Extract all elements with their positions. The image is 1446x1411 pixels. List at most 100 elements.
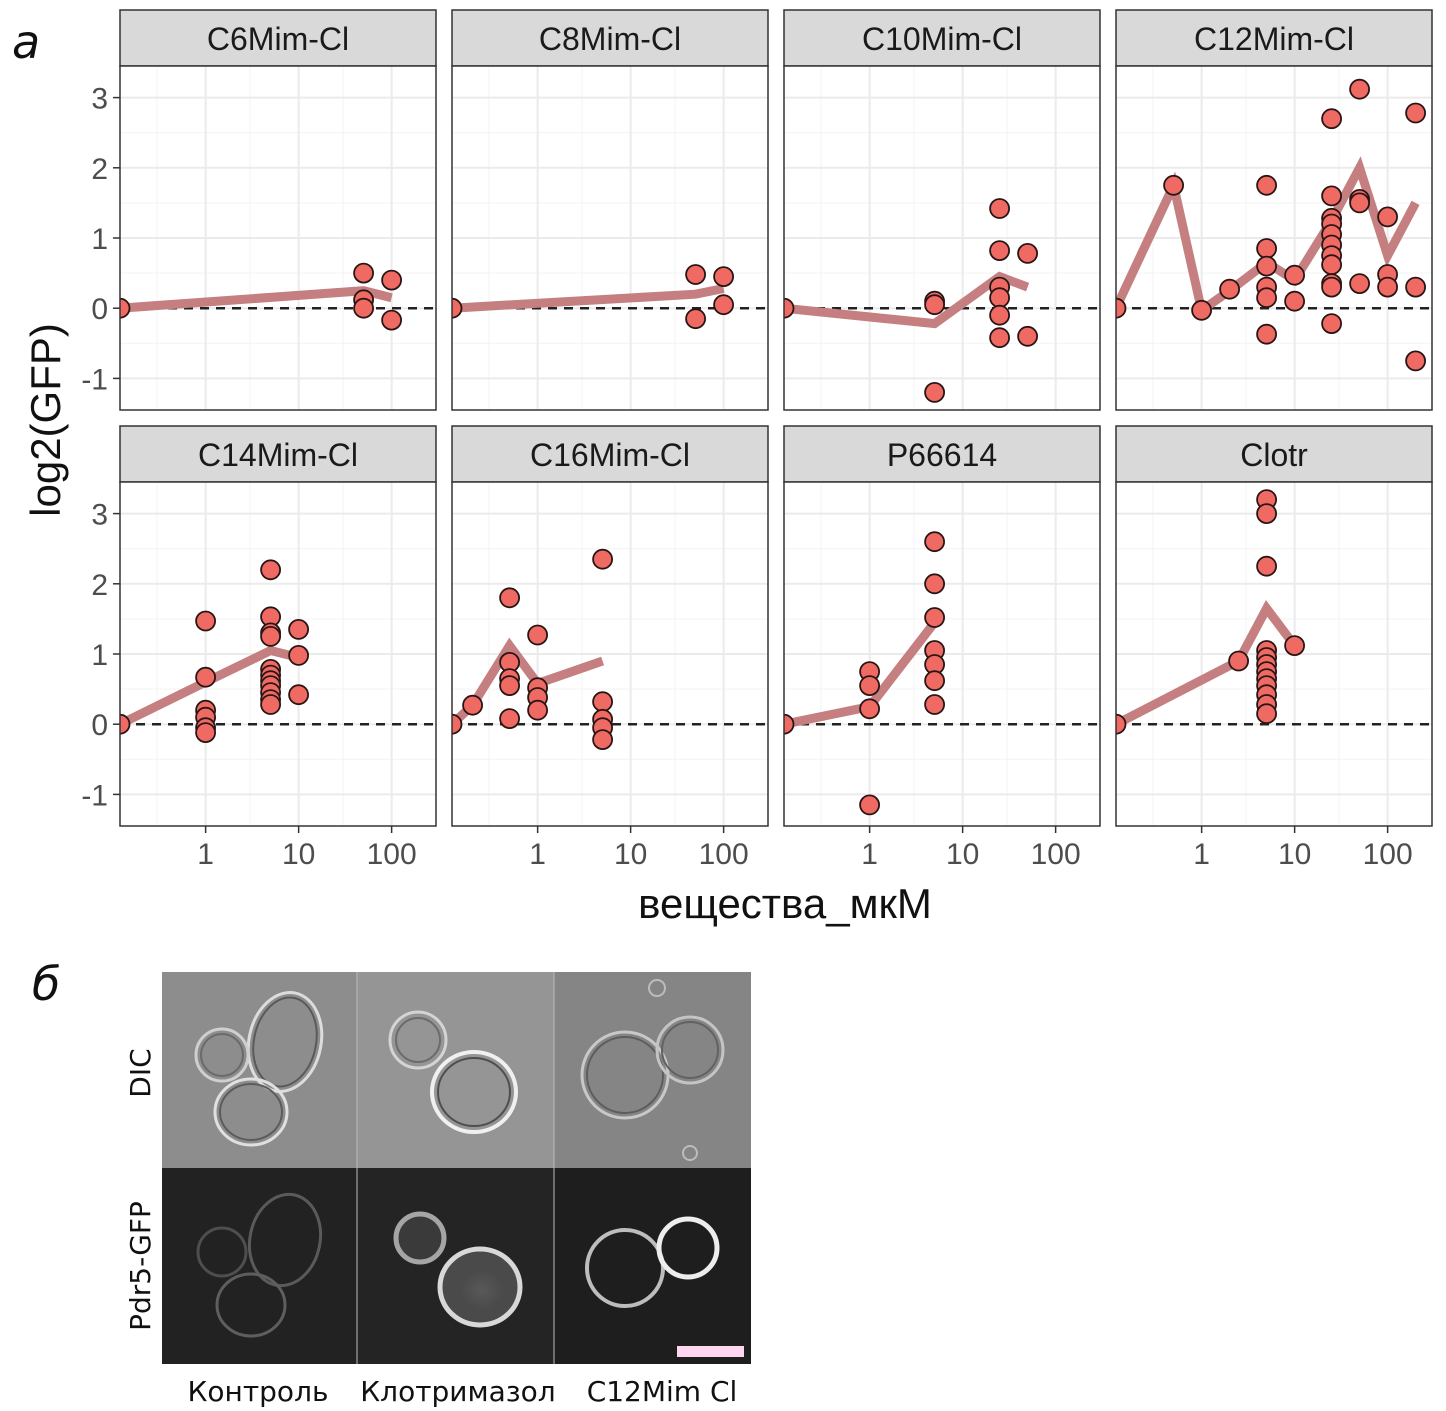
points-group — [1116, 489, 1305, 735]
data-point — [989, 198, 1010, 219]
data-point — [1321, 276, 1342, 298]
x-tick-label: 100 — [699, 838, 749, 871]
data-point — [1017, 325, 1038, 347]
data-point — [713, 266, 734, 288]
data-point — [924, 294, 945, 316]
y-tick-label: 1 — [91, 639, 108, 672]
data-point — [1321, 108, 1342, 130]
panel-label-b: б — [32, 957, 60, 1011]
data-point — [784, 297, 795, 319]
y-tick-label: 0 — [91, 709, 108, 742]
data-point — [1256, 555, 1277, 577]
dic-tile-clotrimazole — [357, 972, 554, 1168]
row-label-gfp: Pdr5-GFP — [124, 1201, 157, 1331]
data-point — [260, 626, 282, 647]
column-label-clotrimazole: Клотримазол — [360, 1375, 555, 1408]
points-group — [784, 531, 945, 816]
data-point — [381, 309, 403, 331]
y-axis-title: log2(GFP) — [22, 323, 69, 517]
data-point — [1116, 297, 1127, 319]
data-point — [989, 304, 1010, 326]
facet-title: C16Mim-Cl — [530, 437, 690, 473]
data-point — [1405, 350, 1426, 372]
column-label-control: Контроль — [188, 1375, 329, 1408]
data-point — [260, 694, 282, 715]
data-point — [989, 240, 1010, 262]
x-tick-label: 10 — [282, 838, 315, 871]
data-point — [924, 670, 945, 692]
data-point — [1405, 102, 1426, 124]
data-point — [288, 684, 310, 706]
data-point — [527, 699, 548, 721]
y-tick-label: 2 — [91, 569, 108, 602]
data-point — [120, 713, 131, 735]
micrograph-panel: DIC Pdr5-GFP Контроль Клотримазол C12Mim… — [124, 972, 751, 1408]
facet-title: C14Mim-Cl — [198, 437, 358, 473]
facet-panel: P66614 1 10 100 — [783, 425, 1101, 871]
data-point — [1321, 185, 1342, 207]
facet-title: C8Mim-Cl — [539, 21, 681, 57]
data-point — [120, 297, 131, 319]
facet-title: C12Mim-Cl — [1194, 21, 1354, 57]
data-point — [1321, 313, 1342, 335]
data-point — [1219, 278, 1240, 300]
y-tick-label: 1 — [91, 223, 108, 256]
data-point — [1256, 287, 1277, 309]
facet-title: C10Mim-Cl — [862, 21, 1022, 57]
facet-title: C6Mim-Cl — [207, 21, 349, 57]
data-point — [924, 694, 945, 715]
data-point — [288, 645, 310, 666]
data-point — [685, 308, 706, 330]
data-point — [859, 698, 880, 720]
y-tick-label: 3 — [91, 83, 108, 116]
data-point — [592, 729, 613, 750]
data-point — [1256, 255, 1277, 277]
gfp-cells-control — [196, 1192, 323, 1338]
facet-strip — [1115, 9, 1433, 67]
points-group — [120, 559, 310, 743]
facet-strip — [783, 425, 1101, 483]
data-point — [1405, 276, 1426, 298]
facet-panel: C6Mim-Cl -1 0 1 2 3 — [81, 9, 437, 411]
trend-line — [120, 645, 300, 729]
data-point — [1377, 206, 1398, 228]
data-point — [1349, 273, 1370, 295]
y-tick-label: 2 — [91, 153, 108, 186]
facet-strip — [1115, 425, 1433, 483]
data-point — [499, 675, 521, 696]
data-point — [381, 269, 403, 291]
data-point — [195, 722, 217, 743]
data-point — [1256, 503, 1277, 524]
y-tick-label: -1 — [81, 363, 108, 396]
x-tick-label: 10 — [1278, 838, 1311, 871]
data-point — [1321, 254, 1342, 276]
data-point — [1163, 174, 1184, 196]
trend-line — [1116, 600, 1299, 729]
data-point — [1256, 174, 1277, 196]
data-point — [452, 713, 463, 735]
data-point — [1349, 78, 1370, 100]
dic-cells-c12mim — [580, 979, 725, 1161]
data-point — [859, 675, 880, 696]
data-point — [260, 559, 282, 581]
data-point — [195, 666, 217, 688]
data-point — [353, 262, 375, 284]
scale-bar — [677, 1346, 744, 1357]
y-tick-label: 0 — [91, 293, 108, 326]
plot-border — [1115, 481, 1433, 827]
data-point — [1191, 299, 1212, 321]
facet-panel: C12Mim-Cl — [1115, 9, 1433, 411]
data-point — [1256, 703, 1277, 725]
data-point — [353, 297, 375, 319]
data-point — [859, 794, 880, 816]
data-point — [713, 294, 734, 316]
data-point — [1256, 238, 1277, 259]
x-tick-label: 10 — [614, 838, 647, 871]
data-point — [1377, 276, 1398, 298]
data-point — [784, 713, 795, 735]
facet-panel: C14Mim-Cl -1 0 1 2 3 1 10 100 — [81, 425, 437, 871]
y-tick-label: -1 — [81, 779, 108, 812]
facet-strip — [119, 425, 437, 483]
plot-border — [451, 481, 769, 827]
